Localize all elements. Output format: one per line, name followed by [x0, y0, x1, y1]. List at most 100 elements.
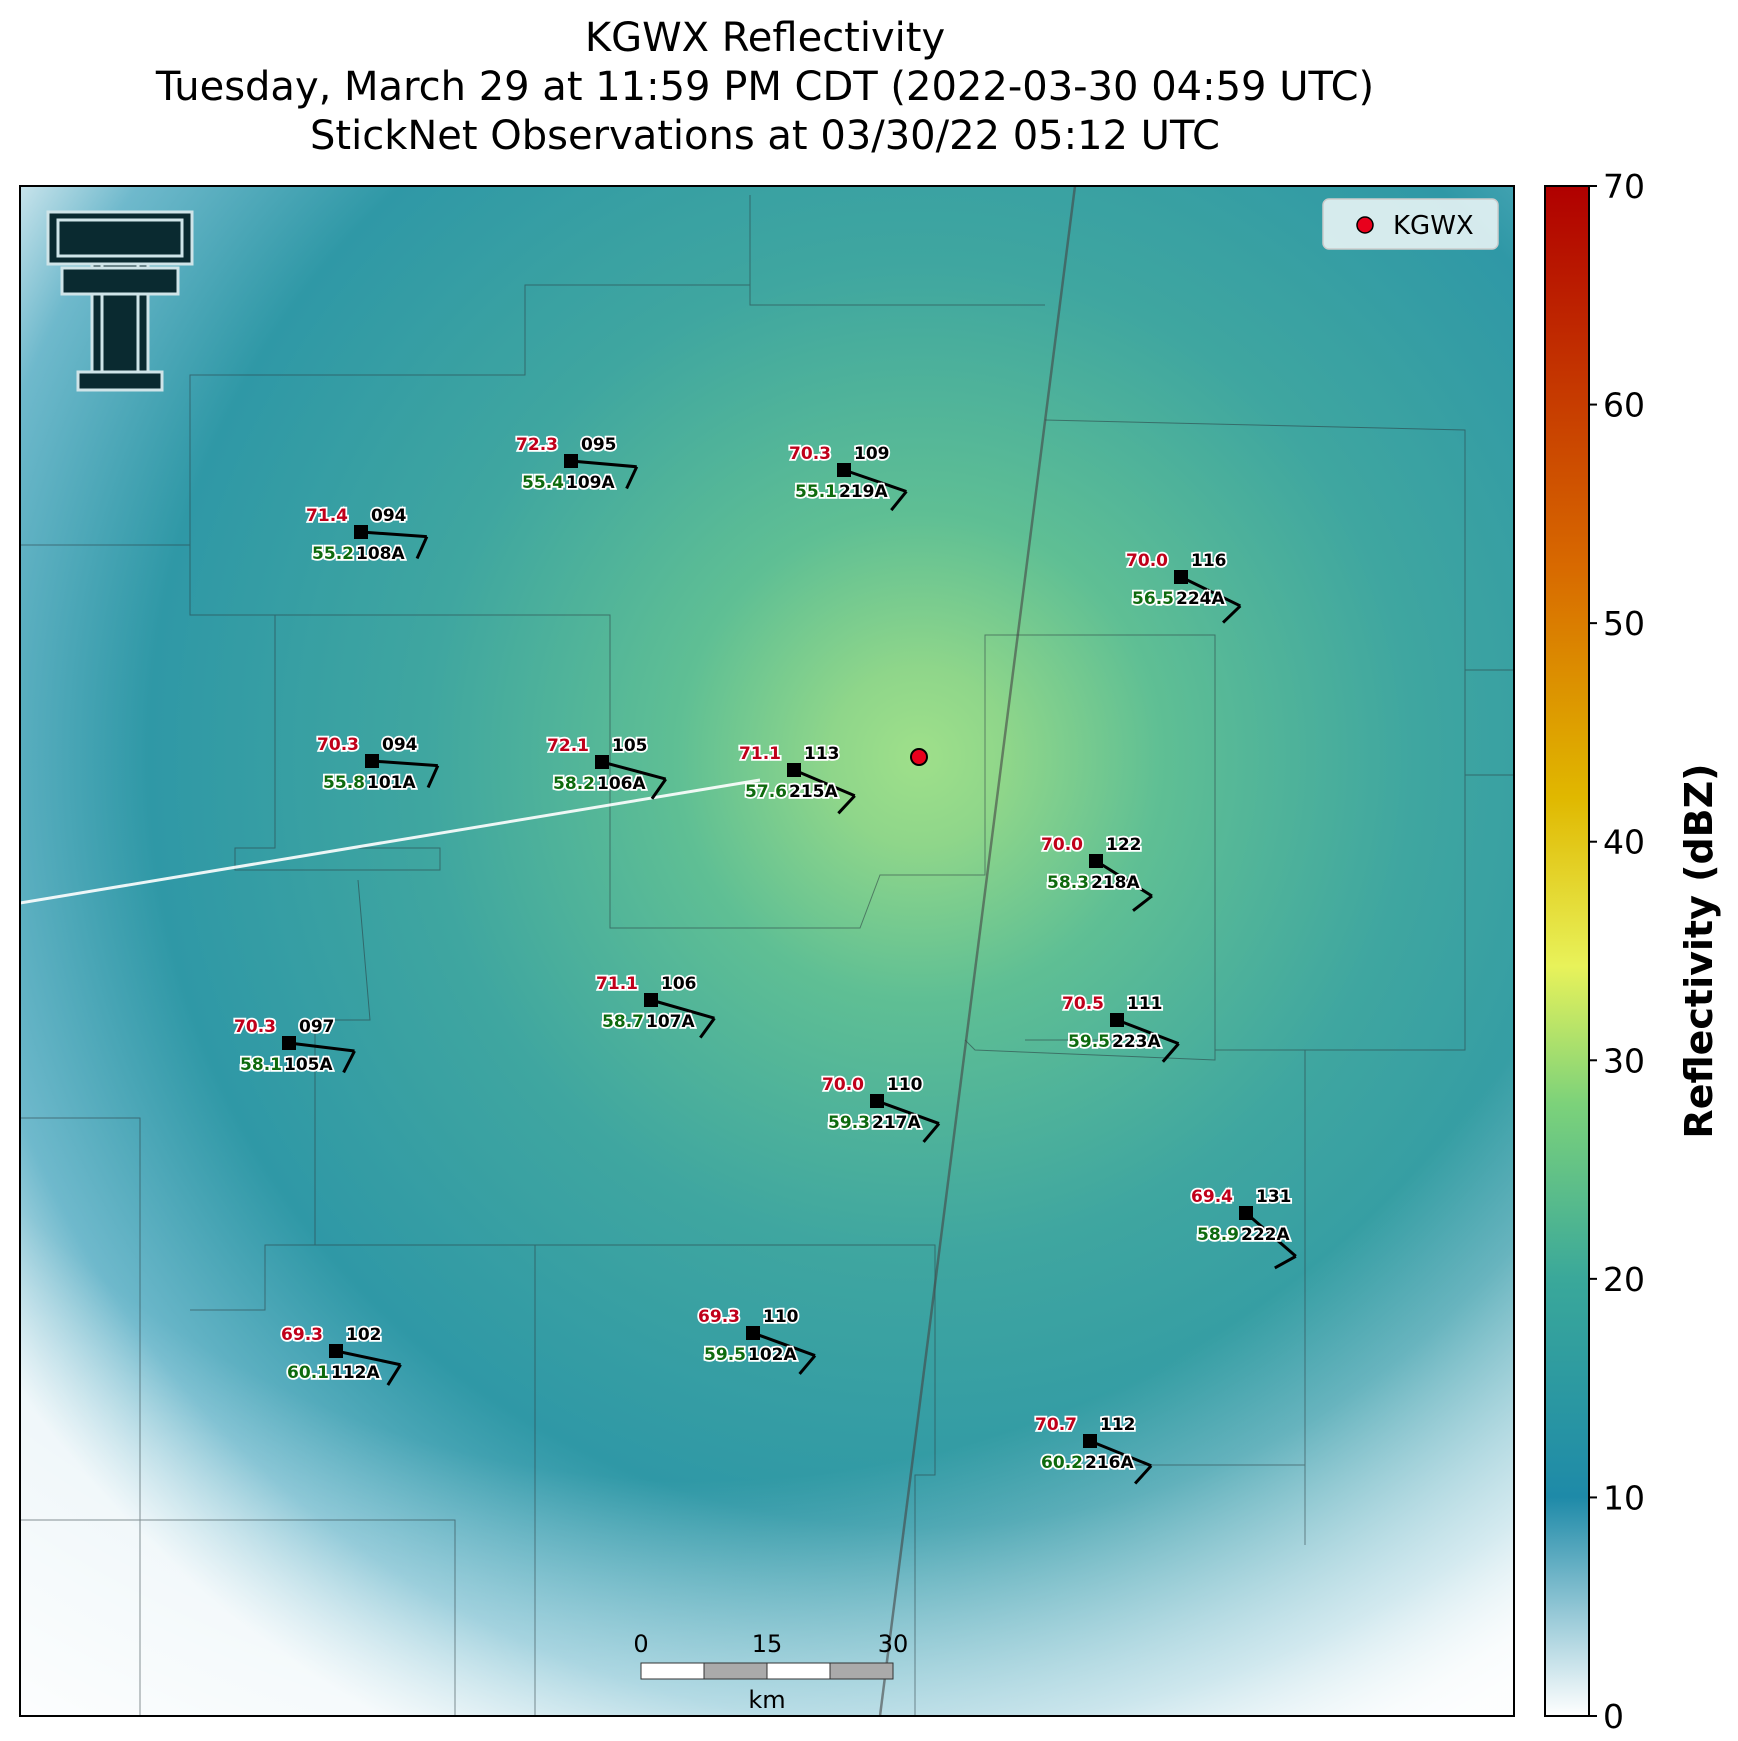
station-106A: 72.1 105 58.2 106A	[545, 734, 667, 800]
scale-unit: km	[748, 1686, 785, 1714]
wind-barb-flag-icon	[798, 1354, 817, 1375]
station-wind-direction: 122	[1106, 835, 1142, 855]
wind-barb-flag-icon	[1274, 1254, 1297, 1270]
wind-barb-flag-icon	[1134, 1464, 1153, 1485]
station-temperature: 70.3	[234, 1017, 276, 1037]
radar-site-marker-icon	[910, 748, 928, 766]
colorbar-label: Reflectivity (dBZ)	[1677, 763, 1721, 1138]
station-id: 223A	[1112, 1032, 1161, 1052]
station-wind-direction: 131	[1256, 1187, 1292, 1207]
station-102A: 69.3 110 59.5 102A	[696, 1305, 817, 1375]
station-marker-icon	[1110, 1013, 1124, 1027]
station-temperature: 71.1	[596, 974, 638, 994]
station-temperature: 71.4	[306, 506, 348, 526]
station-marker-icon	[1083, 1434, 1097, 1448]
wind-barb-flag-icon	[890, 490, 908, 512]
wind-barb-flag-icon	[650, 778, 667, 800]
station-temperature: 70.0	[1126, 551, 1168, 571]
wind-barb-staff-icon	[288, 1041, 355, 1053]
station-218A: 70.0 122 58.3 218A	[1039, 833, 1153, 912]
wind-barb-staff-icon	[843, 468, 907, 493]
station-marker-icon	[746, 1326, 760, 1340]
station-216A: 70.7 112 60.2 216A	[1033, 1413, 1153, 1485]
station-temperature: 70.3	[789, 444, 831, 464]
station-dewpoint: 55.8	[323, 773, 365, 793]
station-marker-icon	[787, 763, 801, 777]
station-id: 107A	[646, 1012, 695, 1032]
beam-blockage-streak	[20, 778, 761, 905]
station-marker-icon	[282, 1036, 296, 1050]
station-dewpoint: 56.5	[1132, 589, 1174, 609]
station-223A: 70.5 111 59.5 223A	[1060, 992, 1180, 1063]
colorbar-ticks: 0 10 20 30 40 50 60 70	[1589, 167, 1645, 1736]
station-112A: 69.3 102 60.1 112A	[279, 1323, 402, 1386]
colorbar-tick-label: 40	[1603, 823, 1645, 862]
station-wind-direction: 113	[804, 744, 840, 764]
station-temperature: 69.3	[281, 1325, 323, 1345]
station-wind-direction: 102	[346, 1325, 382, 1345]
station-222A: 69.4 131 58.9 222A	[1189, 1185, 1297, 1270]
station-dewpoint: 59.3	[828, 1113, 870, 1133]
wind-barb-staff-icon	[360, 530, 427, 539]
colorbar-ramp	[1544, 185, 1590, 1717]
reflectivity-field	[20, 186, 1514, 1716]
station-temperature: 70.0	[822, 1075, 864, 1095]
station-temperature: 70.0	[1041, 835, 1083, 855]
station-107A: 71.1 106 58.7 107A	[594, 972, 716, 1039]
station-id: 217A	[872, 1113, 921, 1133]
title-line-2: Tuesday, March 29 at 11:59 PM CDT (2022-…	[155, 64, 1375, 110]
title-line-3: StickNet Observations at 03/30/22 05:12 …	[310, 113, 1220, 159]
station-marker-icon	[564, 454, 578, 468]
station-219A: 70.3 109 55.1 219A	[787, 442, 908, 512]
station-dewpoint: 55.2	[312, 544, 354, 564]
station-dewpoint: 55.1	[795, 482, 837, 502]
station-dewpoint: 58.2	[553, 774, 595, 794]
colorbar-tick-label: 60	[1603, 386, 1645, 425]
station-marker-icon	[329, 1344, 343, 1358]
scale-label-0: 0	[633, 1630, 648, 1658]
wind-barb-flag-icon	[922, 1122, 941, 1143]
station-temperature: 72.1	[547, 736, 589, 756]
title-line-1: KGWX Reflectivity	[584, 15, 946, 61]
station-temperature: 70.7	[1035, 1415, 1077, 1435]
station-temperature: 70.5	[1062, 994, 1104, 1014]
station-wind-direction: 095	[581, 435, 617, 455]
station-dewpoint: 55.4	[522, 473, 564, 493]
wind-barb-staff-icon	[1245, 1211, 1297, 1258]
colorbar-tick-label: 0	[1603, 1697, 1624, 1736]
wind-barb-flag-icon	[386, 1363, 402, 1386]
station-id: 112A	[331, 1363, 380, 1383]
wind-barb-staff-icon	[1116, 1018, 1180, 1046]
station-wind-direction: 110	[763, 1307, 799, 1327]
scale-label-30: 30	[878, 1630, 909, 1658]
station-217A: 70.0 110 59.3 217A	[820, 1073, 941, 1143]
station-temperature: 70.3	[317, 735, 359, 755]
station-dewpoint: 59.5	[704, 1345, 746, 1365]
station-id: 222A	[1241, 1225, 1290, 1245]
station-temperature: 69.4	[1191, 1187, 1233, 1207]
wind-barb-flag-icon	[1161, 1042, 1180, 1063]
station-marker-icon	[837, 463, 851, 477]
station-id: 109A	[566, 473, 615, 493]
station-marker-icon	[1174, 570, 1188, 584]
wind-barb-staff-icon	[793, 768, 856, 798]
station-marker-icon	[1089, 854, 1103, 868]
scale-label-15: 15	[752, 1630, 783, 1658]
wind-barb-staff-icon	[335, 1349, 401, 1367]
station-marker-icon	[354, 525, 368, 539]
station-marker-icon	[1239, 1206, 1253, 1220]
map-legend: KGWX	[1322, 198, 1499, 250]
station-marker-icon	[595, 755, 609, 769]
station-dewpoint: 60.1	[287, 1363, 329, 1383]
station-temperature: 69.3	[698, 1307, 740, 1327]
station-wind-direction: 110	[887, 1075, 923, 1095]
station-id: 219A	[839, 482, 888, 502]
wind-barb-staff-icon	[570, 459, 637, 469]
wind-barb-staff-icon	[1089, 1439, 1152, 1468]
station-dewpoint: 58.9	[1197, 1225, 1239, 1245]
station-dewpoint: 59.5	[1068, 1032, 1110, 1052]
wind-barb-staff-icon	[601, 760, 667, 781]
station-108A: 71.4 094 55.2 108A	[304, 504, 429, 566]
station-dewpoint: 58.3	[1047, 873, 1089, 893]
station-215A: 71.1 113 57.6 215A	[737, 742, 856, 815]
